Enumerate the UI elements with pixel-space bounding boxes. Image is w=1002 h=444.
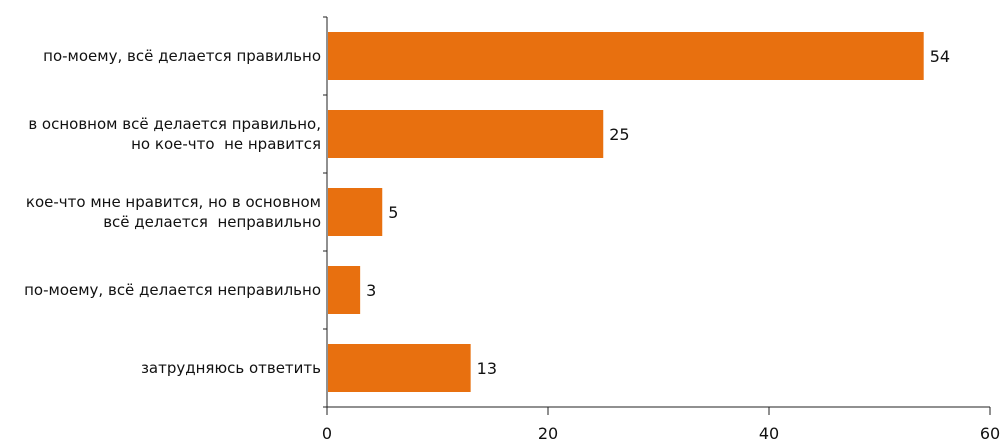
bar-3 [328,266,361,314]
category-label-0: по-моему, всё делается правильно [43,47,321,65]
bar-2 [328,188,383,236]
bar-4 [328,344,471,392]
x-tick-label-2: 40 [759,424,779,443]
value-label-0: 54 [930,47,950,66]
value-label-4: 13 [477,359,497,378]
x-tick-label-0: 0 [322,424,332,443]
value-label-1: 25 [609,125,629,144]
bar-1 [328,110,604,158]
x-tick-label-1: 20 [538,424,558,443]
category-label-2: кое-что мне нравится, но в основном всё д… [26,193,321,231]
value-label-2: 5 [388,203,398,222]
category-label-1: в основном всё делается правильно, но кое… [28,115,321,153]
category-label-4: затрудняюсь ответить [141,359,321,377]
bar-0 [328,32,924,80]
x-tick-label-3: 60 [980,424,1000,443]
category-label-3: по-моему, всё делается неправильно [24,281,321,299]
value-label-3: 3 [366,281,376,300]
